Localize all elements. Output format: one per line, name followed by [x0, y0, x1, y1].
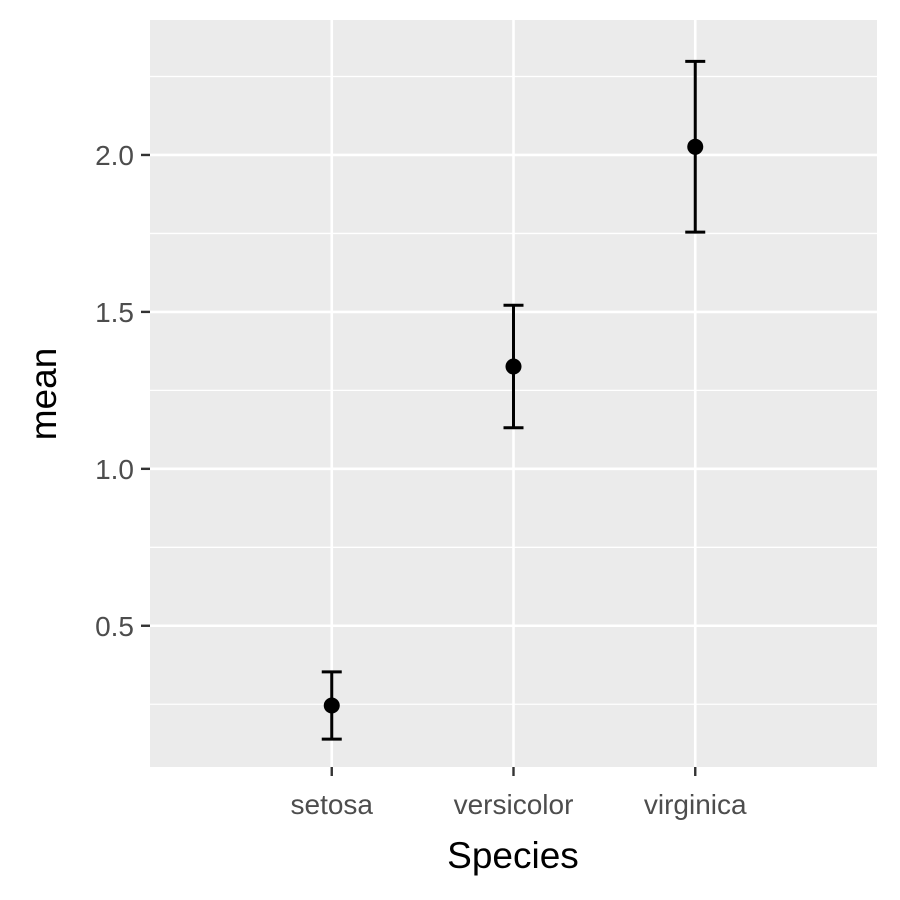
x-axis-title: Species — [447, 835, 579, 876]
x-tick-label: virginica — [644, 789, 747, 820]
points — [323, 138, 704, 714]
x-tick-label: setosa — [291, 789, 374, 820]
data-point — [323, 697, 340, 714]
y-tick-label: 0.5 — [95, 611, 134, 642]
y-tick-label: 1.5 — [95, 297, 134, 328]
x-tick-label: versicolor — [454, 789, 574, 820]
y-tick-label: 2.0 — [95, 140, 134, 171]
y-tick-label: 1.0 — [95, 454, 134, 485]
x-axis: setosa versicolor virginica — [291, 767, 747, 820]
data-point — [505, 358, 522, 375]
y-axis-title: mean — [23, 348, 64, 441]
y-axis: 0.5 1.0 1.5 2.0 — [95, 140, 150, 642]
data-point — [687, 138, 704, 155]
